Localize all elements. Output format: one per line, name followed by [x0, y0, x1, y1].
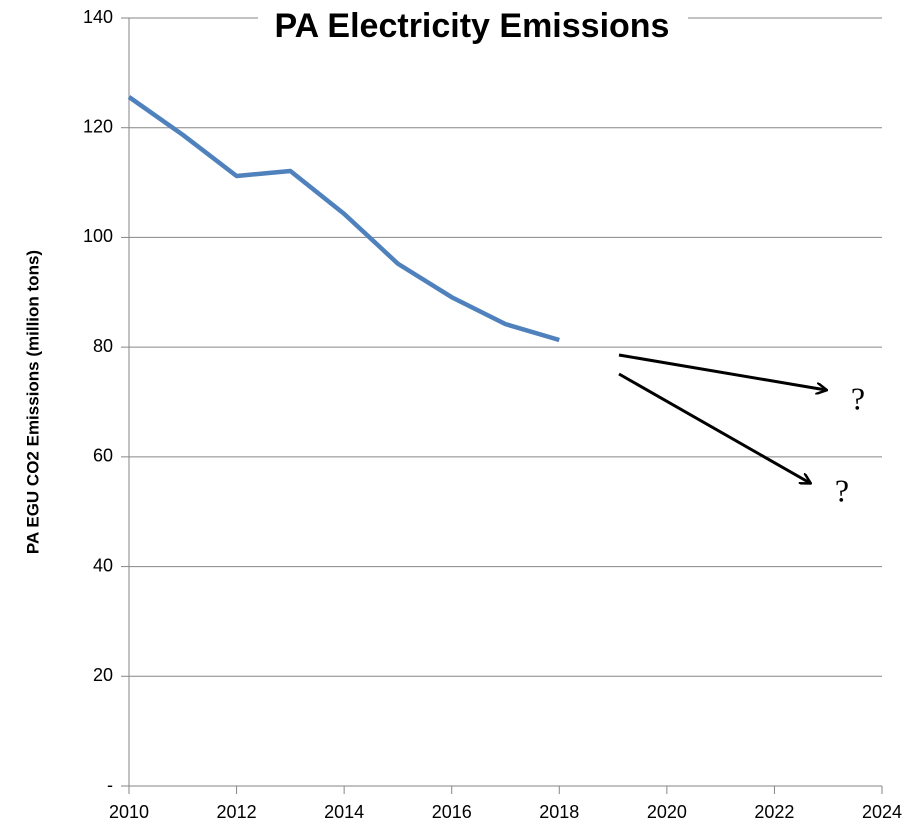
x-tick-label: 2018	[539, 802, 579, 822]
y-tick-label: -	[107, 775, 113, 795]
y-axis-label: PA EGU CO2 Emissions (million tons)	[23, 250, 42, 554]
x-tick-label: 2016	[432, 802, 472, 822]
y-tick-label: 120	[83, 116, 113, 136]
arrow	[618, 372, 810, 483]
x-tick-label: 2014	[324, 802, 364, 822]
x-tick-label: 2012	[217, 802, 257, 822]
arrow	[618, 353, 826, 390]
y-tick-label: 100	[83, 226, 113, 246]
x-tick-label: 2010	[109, 802, 149, 822]
y-tick-label: 60	[93, 446, 113, 466]
title-background	[258, 4, 688, 48]
line-series	[127, 95, 560, 343]
y-tick-label: 20	[93, 665, 113, 685]
y-tick-label: 80	[93, 336, 113, 356]
x-tick-label: 2020	[647, 802, 687, 822]
chart-title: PA Electricity Emissions	[275, 7, 670, 45]
x-tick-label: 2022	[754, 802, 794, 822]
annotation: ?	[835, 472, 849, 508]
grid	[121, 17, 883, 794]
x-tick-label: 2024	[862, 802, 902, 822]
annotation: ?	[851, 380, 865, 416]
y-tick-label: 40	[93, 555, 113, 575]
y-tick-label: 140	[83, 7, 113, 27]
